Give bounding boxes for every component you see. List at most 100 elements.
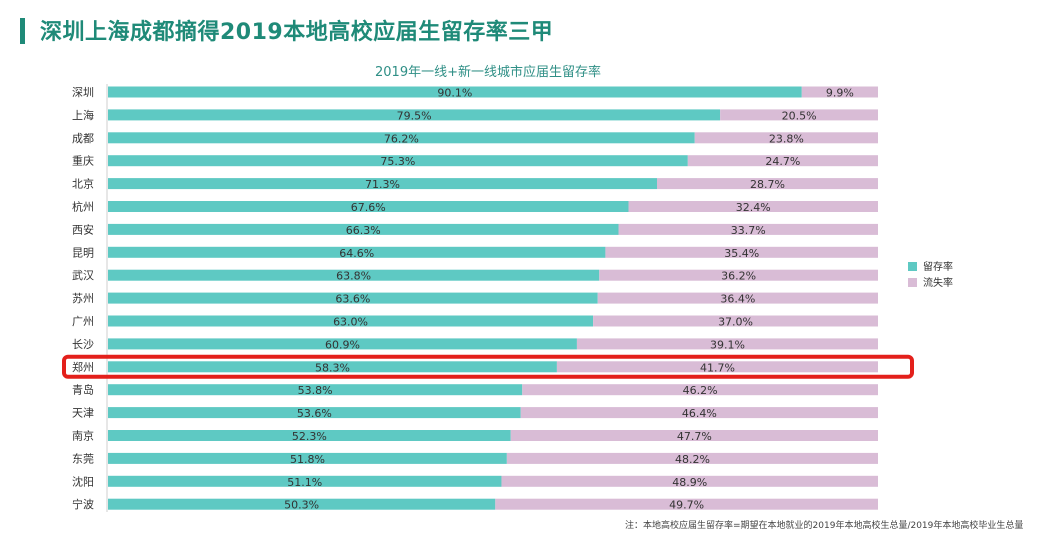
category-label: 苏州	[72, 292, 94, 305]
highlight-box-zhengzhou	[62, 354, 914, 379]
outflow-value-label: 46.4%	[682, 407, 717, 420]
category-label: 武汉	[72, 269, 94, 282]
category-label: 上海	[72, 108, 94, 122]
outflow-value-label: 28.7%	[750, 178, 785, 191]
retention-value-label: 63.0%	[333, 316, 368, 329]
outflow-value-label: 9.9%	[826, 87, 854, 100]
bar-outflow	[501, 475, 878, 487]
bar-retention	[108, 430, 511, 441]
category-label: 长沙	[72, 338, 94, 351]
category-label: 昆明	[72, 246, 94, 259]
bar-retention	[108, 452, 507, 464]
retention-value-label: 53.8%	[298, 384, 333, 397]
category-label: 北京	[72, 177, 94, 191]
bar-outflow	[510, 430, 878, 441]
bar-outflow	[495, 498, 878, 510]
legend-label-outflow: 流失率	[923, 276, 953, 289]
title-accent-bar	[20, 18, 25, 44]
retention-value-label: 53.6%	[297, 407, 332, 420]
bar-retention	[108, 109, 721, 121]
retention-value-label: 50.3%	[284, 499, 319, 512]
bar-retention	[108, 498, 496, 510]
retention-value-label: 71.3%	[365, 178, 400, 191]
bar-outflow	[520, 407, 878, 419]
outflow-value-label: 37.0%	[718, 316, 753, 329]
bars-layer: 深圳 90.1% 9.9% 上海 79.5% 20.5% 成都 76.2% 23.8% 重庆 75.…	[72, 84, 878, 512]
bar-retention	[108, 269, 600, 281]
category-label: 青岛	[72, 383, 94, 397]
bar-retention	[108, 132, 695, 144]
category-label: 广州	[72, 315, 94, 328]
bar-outflow	[657, 178, 878, 190]
bar-outflow	[556, 361, 878, 373]
bar-outflow	[605, 246, 878, 258]
outflow-value-label: 32.4%	[736, 201, 771, 214]
category-label: 成都	[72, 132, 94, 145]
outflow-value-label: 35.4%	[724, 247, 759, 260]
bar-outflow	[628, 201, 878, 212]
retention-value-label: 51.8%	[290, 453, 325, 466]
outflow-value-label: 36.4%	[720, 293, 755, 306]
bar-retention	[108, 315, 594, 327]
category-label: 重庆	[72, 154, 94, 168]
outflow-value-label: 47.7%	[677, 430, 712, 443]
bar-retention	[108, 201, 629, 212]
legend-swatch-retention	[908, 262, 917, 271]
retention-value-label: 75.3%	[380, 155, 415, 168]
retention-value-label: 60.9%	[325, 338, 360, 351]
outflow-value-label: 36.2%	[721, 270, 756, 283]
chart-title: 2019年一线+新一线城市应届生留存率	[375, 64, 601, 80]
outflow-value-label: 46.2%	[683, 384, 718, 397]
retention-value-label: 67.6%	[351, 201, 386, 214]
bar-retention	[108, 361, 557, 373]
outflow-value-label: 41.7%	[700, 361, 735, 374]
bar-outflow	[599, 269, 878, 281]
bar-outflow	[597, 292, 878, 304]
outflow-value-label: 33.7%	[731, 224, 766, 237]
retention-value-label: 58.3%	[315, 361, 350, 374]
bar-retention	[108, 338, 577, 350]
outflow-value-label: 23.8%	[769, 132, 804, 145]
bar-retention	[108, 292, 598, 304]
bar-outflow	[694, 132, 878, 144]
legend-swatch-outflow	[908, 278, 917, 287]
outflow-value-label: 24.7%	[765, 155, 800, 168]
category-label: 天津	[72, 407, 94, 420]
category-label: 南京	[72, 429, 94, 443]
retention-value-label: 90.1%	[437, 87, 472, 100]
category-label: 沈阳	[72, 474, 94, 488]
bar-retention	[108, 475, 502, 487]
bar-outflow	[720, 109, 878, 121]
bar-retention	[108, 407, 521, 419]
category-label: 郑州	[72, 360, 94, 374]
retention-value-label: 52.3%	[292, 430, 327, 443]
category-label: 杭州	[72, 200, 94, 214]
outflow-value-label: 39.1%	[710, 338, 745, 351]
bar-retention	[108, 86, 802, 98]
retention-value-label: 51.1%	[287, 476, 322, 489]
bar-outflow	[618, 223, 878, 235]
category-label: 西安	[72, 222, 94, 236]
category-label: 宁波	[72, 497, 94, 511]
bar-outflow	[506, 452, 878, 464]
bar-outflow	[593, 315, 878, 327]
outflow-value-label: 20.5%	[782, 109, 817, 122]
retention-value-label: 79.5%	[397, 109, 432, 122]
retention-value-label: 63.6%	[335, 293, 370, 306]
legend-label-retention: 留存率	[923, 260, 953, 273]
outflow-value-label: 48.2%	[675, 453, 710, 466]
outflow-value-label: 48.9%	[672, 476, 707, 489]
footnote: 注：本地高校应届生留存率=期望在本地就业的2019年本地高校生总量/2019年本…	[625, 521, 1024, 531]
retention-value-label: 66.3%	[346, 224, 381, 237]
bar-outflow	[801, 86, 878, 98]
retention-value-label: 76.2%	[384, 132, 419, 145]
retention-value-label: 63.8%	[336, 270, 371, 283]
bar-retention	[108, 178, 658, 190]
page-title: 深圳上海成都摘得2019本地高校应届生留存率三甲	[40, 20, 554, 45]
bar-retention	[108, 246, 606, 258]
bar-retention	[108, 155, 688, 167]
category-label: 东莞	[72, 452, 94, 465]
outflow-value-label: 49.7%	[669, 499, 704, 512]
